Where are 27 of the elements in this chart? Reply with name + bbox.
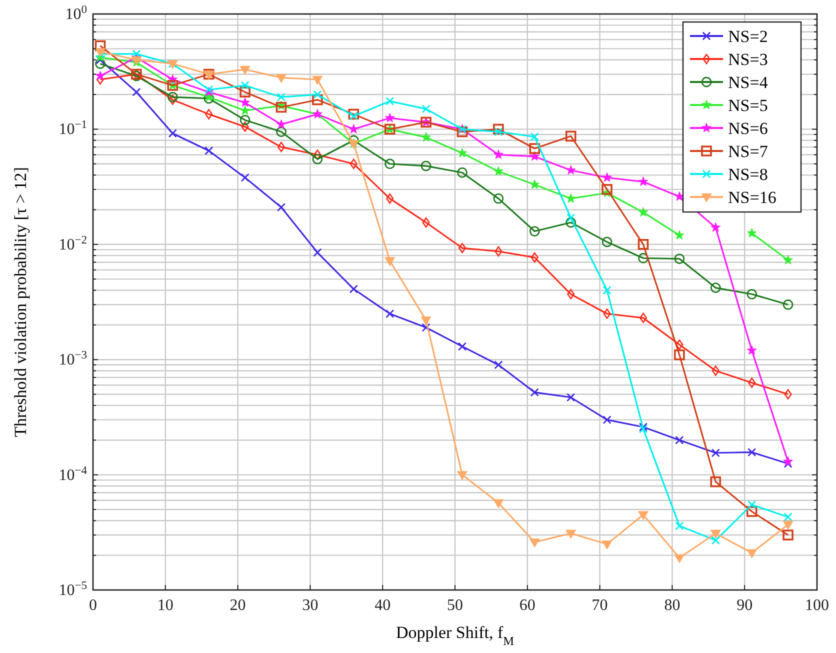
x-tick-label: 70 xyxy=(592,597,608,614)
x-tick-label: 60 xyxy=(519,597,536,614)
legend-label: NS=3 xyxy=(728,50,768,69)
x-tick-label: 10 xyxy=(157,597,174,614)
y-tick-label: 10$^{0}$ xyxy=(65,4,88,23)
y-tick-label: 10$^{−5}$ xyxy=(58,580,88,599)
legend-label: NS=16 xyxy=(728,188,776,207)
x-tick-label: 20 xyxy=(230,597,246,614)
legend-label: NS=7 xyxy=(728,142,768,161)
legend-label: NS=2 xyxy=(728,27,768,46)
x-tick-label: 80 xyxy=(664,597,680,614)
x-tick-label: 40 xyxy=(374,597,391,614)
legend-label: NS=5 xyxy=(728,96,768,115)
legend-label: NS=6 xyxy=(728,119,768,138)
y-tick-label: 10$^{−2}$ xyxy=(58,234,88,254)
x-tick-label: 90 xyxy=(736,597,753,614)
y-axis-title: Threshold violation probability [τ > 12] xyxy=(11,167,30,437)
x-tick-label: 50 xyxy=(447,597,463,614)
x-tick-label: 0 xyxy=(89,597,97,614)
x-axis-title: Doppler Shift, f$_{M}$ xyxy=(396,623,514,648)
x-tick-label: 100 xyxy=(805,597,829,614)
y-tick-label: 10$^{−3}$ xyxy=(58,350,88,369)
y-tick-label: 10$^{−1}$ xyxy=(58,119,88,138)
legend-label: NS=4 xyxy=(728,73,768,92)
y-tick-label: 10$^{−4}$ xyxy=(58,464,88,484)
legend-label: NS=8 xyxy=(728,165,768,184)
x-tick-label: 30 xyxy=(302,597,318,614)
